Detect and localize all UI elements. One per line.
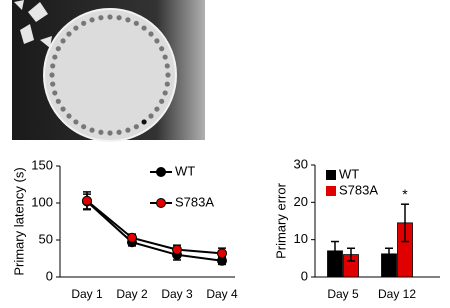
legend-label: WT (339, 166, 359, 181)
maze-hole (52, 54, 58, 60)
maze-hole (159, 98, 165, 104)
maze-hole (133, 124, 139, 130)
y-tick-label: 50 (39, 231, 53, 246)
legend-label: WT (175, 163, 195, 178)
maze-hole (60, 106, 66, 112)
y-tick-label: 0 (301, 268, 308, 283)
maze-hole (154, 106, 160, 112)
point (217, 248, 227, 259)
point (82, 195, 92, 206)
y-axis-label: Primary error (273, 182, 288, 259)
x-tick-label: Day 5 (327, 287, 359, 301)
maze-hole (98, 15, 104, 21)
y-tick-label: 100 (31, 194, 53, 209)
maze-hole (98, 129, 104, 135)
maze-hole (49, 72, 55, 78)
series-line (86, 200, 223, 262)
maze-hole (55, 46, 61, 52)
y-tick-label: 10 (294, 231, 308, 246)
legend-label: S783A (339, 182, 378, 197)
error-bar (401, 203, 409, 243)
maze-photo (12, 0, 205, 142)
maze-hole (162, 54, 168, 60)
maze-hole (125, 17, 131, 23)
legend-marker (156, 198, 166, 208)
maze-hole (164, 63, 170, 69)
x-tick-label: Day 12 (378, 287, 416, 301)
series-line (86, 200, 223, 255)
legend-marker (156, 167, 166, 177)
maze-hole (50, 81, 56, 87)
maze-hole (107, 130, 113, 136)
maze-hole (164, 81, 170, 87)
error-bar (385, 247, 393, 261)
maze-hole (162, 90, 168, 96)
maze-hole (159, 46, 165, 52)
annotation: * (402, 186, 408, 202)
maze-hole (116, 129, 122, 135)
maze-hole (133, 20, 139, 26)
maze-hole (81, 20, 87, 26)
maze-hole (55, 98, 61, 104)
y-tick-label: 20 (294, 194, 308, 209)
x-tick-label: Day 2 (116, 287, 148, 301)
legend-swatch (326, 186, 336, 196)
maze-hole (50, 63, 56, 69)
legend-label: S783A (175, 194, 214, 209)
x-tick-label: Day 4 (206, 287, 238, 301)
maze-hole (141, 25, 147, 31)
maze-hole (60, 38, 66, 44)
maze-hole (73, 119, 79, 125)
error-bar (331, 240, 339, 261)
maze-hole (141, 119, 147, 125)
y-tick-label: 0 (46, 268, 53, 283)
x-tick-label: Day 1 (71, 287, 103, 301)
x-tick-label: Day 3 (161, 287, 193, 301)
maze-hole (89, 127, 95, 133)
maze-hole (81, 124, 87, 130)
maze-hole (89, 17, 95, 23)
maze-hole (125, 127, 131, 133)
maze-hole (148, 31, 154, 37)
maze-hole (66, 113, 72, 119)
point (127, 232, 137, 243)
maze-hole (66, 31, 72, 37)
error-bar (347, 247, 355, 262)
maze-hole (154, 38, 160, 44)
y-axis-label: Primary latency (s) (11, 167, 26, 275)
y-tick-label: 30 (294, 156, 308, 171)
legend-swatch (326, 170, 336, 180)
maze-hole (148, 113, 154, 119)
maze-hole (52, 90, 58, 96)
y-tick-label: 150 (31, 157, 53, 172)
maze-hole (73, 25, 79, 31)
point (172, 244, 182, 255)
maze-hole (107, 14, 113, 20)
maze-hole (165, 72, 171, 78)
maze-hole (116, 15, 122, 21)
